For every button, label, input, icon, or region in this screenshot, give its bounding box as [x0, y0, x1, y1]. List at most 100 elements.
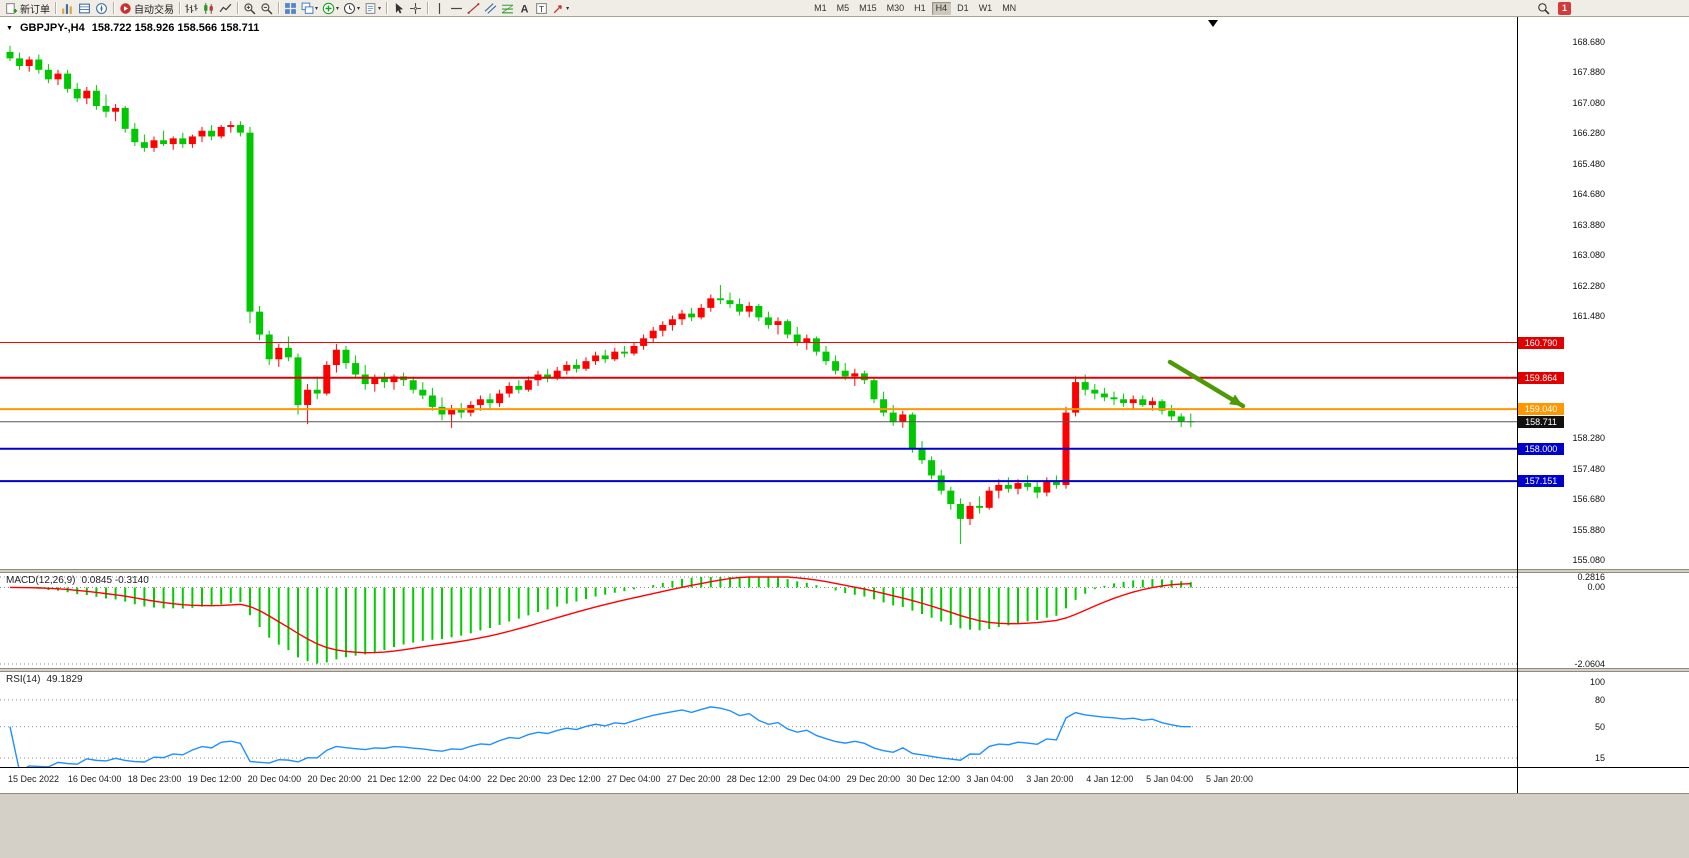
- macd-axis-label: 0.00: [1587, 582, 1605, 593]
- autotrading-button[interactable]: 自动交易: [117, 1, 176, 16]
- price-axis-label: 166.280: [1572, 128, 1605, 139]
- channel-button[interactable]: [482, 1, 499, 16]
- chart-line-icon: [219, 3, 232, 12]
- channel-icon: [484, 2, 497, 14]
- price-axis-label: 155.880: [1572, 524, 1605, 535]
- text-label-button[interactable]: T: [533, 1, 550, 16]
- hline-icon: [451, 7, 462, 9]
- price-axis-label: 165.480: [1572, 158, 1605, 169]
- macd-name: MACD(12,26,9): [6, 575, 76, 586]
- timeframe-w1-button[interactable]: W1: [978, 2, 993, 13]
- time-axis-label: 23 Dec 12:00: [547, 774, 601, 784]
- data-window-button[interactable]: [76, 1, 93, 16]
- trend-arrow-annotation[interactable]: [1167, 359, 1246, 409]
- macd-panel[interactable]: [0, 573, 1517, 668]
- chart-bars-button[interactable]: [183, 1, 200, 16]
- candlestick-chart[interactable]: [0, 17, 1517, 569]
- timeframe-mn-button[interactable]: MN: [1002, 2, 1017, 13]
- arrow-obj-icon: [553, 4, 562, 13]
- indicators-icon: [322, 2, 335, 14]
- trendline-button[interactable]: [465, 1, 482, 16]
- timeframe-m30-button[interactable]: M30: [886, 2, 905, 13]
- time-axis-label: 21 Dec 12:00: [367, 774, 421, 784]
- arrows-button[interactable]: ▾: [550, 1, 571, 16]
- price-tag: 158.000: [1518, 442, 1564, 455]
- rsi-axis-label: 80: [1594, 694, 1605, 705]
- templates-button[interactable]: ▾: [362, 1, 383, 16]
- chart-title-symbol: GBPJPY-,H4: [19, 22, 85, 34]
- timeframe-h1-button[interactable]: H1: [914, 2, 926, 13]
- price-axis-label: 163.080: [1572, 250, 1605, 261]
- dropdown-arrow-icon: ▾: [378, 5, 382, 12]
- time-axis-label: 19 Dec 12:00: [187, 774, 242, 784]
- panel-separator[interactable]: [0, 569, 1689, 573]
- periods-button[interactable]: ▾: [341, 1, 362, 16]
- navigator-button[interactable]: [93, 1, 110, 16]
- timeframe-d1-button[interactable]: D1: [957, 2, 969, 13]
- axis-border: [1517, 17, 1518, 793]
- vline-icon: [438, 2, 441, 14]
- notification-badge[interactable]: 1: [1558, 1, 1571, 15]
- template-icon: [365, 2, 376, 14]
- toolbar-separator: [386, 2, 388, 14]
- tile-windows-icon: [285, 2, 296, 14]
- market-watch-icon: [62, 3, 72, 14]
- desktop-background: [0, 793, 1689, 858]
- chart-line-button[interactable]: [217, 1, 234, 16]
- search-button[interactable]: [1535, 1, 1552, 16]
- time-axis-label: 5 Jan 20:00: [1206, 774, 1254, 784]
- toolbar-separator: [113, 2, 114, 14]
- time-axis-label: 16 Dec 04:00: [67, 774, 122, 784]
- timeframe-h4-button[interactable]: H4: [931, 1, 952, 15]
- time-axis-label: 27 Dec 20:00: [666, 774, 721, 784]
- rsi-label: RSI(14) 49.1829: [6, 674, 83, 685]
- time-axis[interactable]: 15 Dec 2022 16 Dec 04:00 18 Dec 23:00 19 De…: [0, 771, 1689, 791]
- panel-separator[interactable]: [0, 668, 1689, 672]
- navigator-icon: [96, 2, 107, 14]
- rsi-panel[interactable]: [0, 672, 1517, 767]
- indicators-button[interactable]: ▾: [320, 1, 341, 16]
- cursor-button[interactable]: [390, 1, 407, 16]
- horizontal-line-button[interactable]: [448, 1, 465, 16]
- timeframe-m1-button[interactable]: M1: [814, 2, 827, 13]
- timeframe-m5-button[interactable]: M5: [836, 2, 850, 13]
- candle-series: [6, 45, 1195, 545]
- macd-signal-line: [9, 576, 1191, 654]
- new-order-icon: [6, 2, 18, 14]
- fibonacci-button[interactable]: [499, 1, 516, 16]
- chart-candles-button[interactable]: [200, 1, 217, 16]
- chart-shift-marker[interactable]: [1208, 20, 1218, 27]
- macd-values: 0.0845 -0.3140: [81, 575, 149, 586]
- rsi-line: [9, 706, 1191, 767]
- chart-bars-icon: [185, 3, 198, 13]
- time-axis-label: 27 Dec 04:00: [607, 774, 661, 784]
- cascade-windows-button[interactable]: ▾: [299, 1, 320, 16]
- zoom-in-button[interactable]: [241, 1, 258, 16]
- time-axis-label: 20 Dec 20:00: [307, 774, 362, 784]
- price-tag: 157.151: [1518, 475, 1564, 488]
- rsi-axis-label: 100: [1589, 677, 1605, 687]
- vertical-line-button[interactable]: [431, 1, 448, 16]
- market-watch-button[interactable]: [59, 1, 76, 16]
- text-button[interactable]: A: [516, 1, 533, 16]
- symbol-dropdown-icon[interactable]: ▼: [6, 24, 13, 32]
- new-order-button[interactable]: 新订单: [3, 1, 52, 16]
- price-axis-label: 163.880: [1572, 219, 1605, 230]
- zoom-out-icon: [261, 2, 273, 14]
- crosshair-button[interactable]: [407, 1, 424, 16]
- fibo-icon: [501, 4, 514, 13]
- zoom-out-button[interactable]: [258, 1, 275, 16]
- price-axis-label: 167.080: [1572, 97, 1605, 108]
- tile-windows-button[interactable]: [282, 1, 299, 16]
- time-axis-border: [0, 767, 1689, 768]
- text-t-icon: T: [536, 2, 547, 14]
- time-axis-label: 3 Jan 20:00: [1026, 774, 1074, 784]
- dropdown-arrow-icon: ▾: [336, 5, 340, 12]
- price-tag: 159.864: [1518, 371, 1564, 384]
- timeframe-m15-button[interactable]: M15: [859, 2, 877, 13]
- time-axis-label: 30 Dec 12:00: [906, 774, 961, 784]
- chart-title-ohlc: 158.722 158.926 158.566 158.711: [91, 22, 260, 34]
- rsi-name: RSI(14): [6, 674, 41, 685]
- dropdown-arrow-icon: ▾: [315, 5, 319, 12]
- price-axis[interactable]: 168.680 167.880 167.080 166.280 165.480 164.6…: [1517, 0, 1689, 793]
